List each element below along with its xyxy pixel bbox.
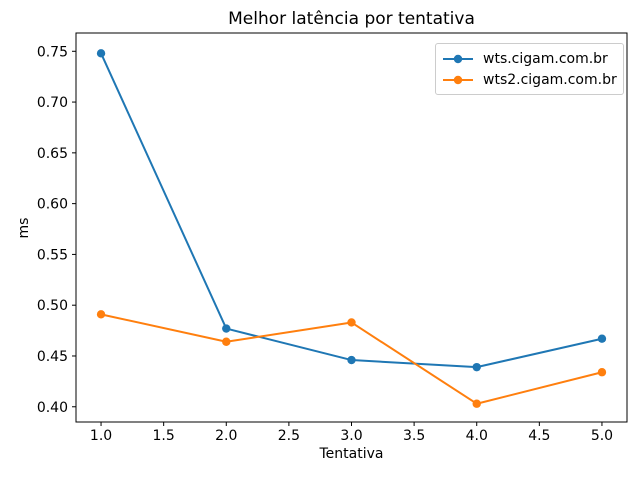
plot-frame [75,32,628,423]
x-tick-label: 1.5 [153,428,175,444]
legend-line-marker-icon [443,54,473,63]
y-tick-label: 0.45 [37,349,68,365]
y-tick-label: 0.65 [37,146,68,162]
y-tick-label: 0.70 [37,95,68,111]
data-point-1-3 [472,399,481,408]
y-tick-label: 0.60 [37,197,68,213]
x-tick-label: 3.0 [340,428,362,444]
y-axis-label: ms [16,217,32,239]
data-point-1-0 [96,310,106,319]
legend-label: wts2.cigam.com.br [483,71,617,88]
x-tick-label: 1.0 [90,428,112,444]
data-point-1-2 [347,318,356,327]
data-point-1-4 [597,368,607,377]
y-tick-label: 0.40 [37,400,68,416]
y-tick-label: 0.50 [37,298,68,314]
data-point-0-1 [222,324,231,333]
x-tick-label: 5.0 [591,428,613,444]
legend-entry: wts2.cigam.com.br [442,69,617,90]
data-point-0-0 [96,49,106,58]
x-tick-label: 2.5 [278,428,300,444]
y-tick-label: 0.75 [37,44,68,60]
data-point-0-3 [472,362,481,372]
data-point-0-2 [347,355,356,365]
x-tick-label: 4.5 [528,428,550,444]
x-tick-label: 2.0 [215,428,237,444]
legend-entry: wts.cigam.com.br [442,48,617,69]
x-tick-label: 3.5 [403,428,425,444]
data-point-0-4 [597,334,607,343]
x-axis-label: Tentativa [319,446,384,462]
legend-line-marker-icon [443,75,473,84]
legend: wts.cigam.com.br wts2.cigam.com.br [435,43,624,95]
chart-title: Melhor latência por tentativa [228,9,475,29]
data-point-1-1 [222,337,231,346]
x-tick-label: 4.0 [466,428,488,444]
y-tick-label: 0.55 [37,247,68,263]
legend-label: wts.cigam.com.br [483,50,608,67]
